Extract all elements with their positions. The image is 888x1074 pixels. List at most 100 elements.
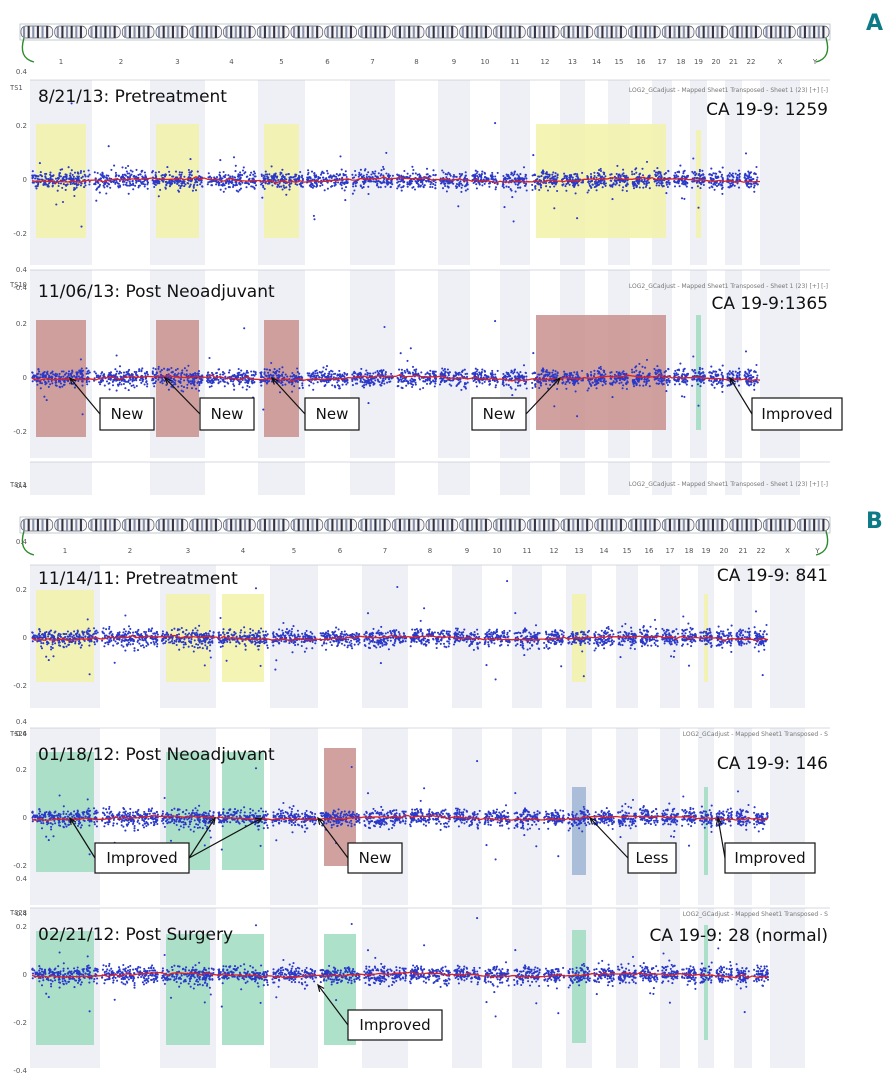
chart-track: 0.4 0.2 0 -0.2 -0.4 TS1 LOG2_GCadjust - Mapped… [10,68,830,292]
highlight-region-improved [222,934,264,1045]
highlight-region-less [572,787,586,875]
ca19-9-value: CA 19-9: 28 (normal) [650,926,828,946]
track-id: TS26 [10,730,27,738]
chromosome-label: 22 [747,58,756,66]
highlight-region-improved [222,752,264,870]
chromosome-band [350,462,395,495]
y-tick-label: -0.4 [13,1067,27,1074]
y-tick-label: -0.4 [13,482,27,490]
panel-letter-b: B [866,509,883,534]
track-title: 02/21/12: Post Surgery [38,925,233,945]
chromosome-label: 12 [541,58,550,66]
chart-track: 0.4 0.2 0 -0.2 -0.4 11/14/11: Pretreatment CA … [13,538,830,738]
annotation-callout: Improved [69,816,264,874]
track-source-label: LOG2_GCadjust - Mapped Sheet1 Transposed… [683,911,828,918]
highlight-region-improved [36,931,94,1045]
chromosome-band [270,908,318,1068]
annotation-callout: New [163,376,255,431]
ca19-9-value: CA 19-9: 841 [717,566,828,586]
chromosome-band [690,462,707,495]
chromosome-label: X [778,58,783,66]
annotation-callout: Improved [715,816,816,874]
ca19-9-value: CA 19-9:1365 [712,294,828,314]
callout-label: Improved [734,849,805,867]
track-id: TS28 [10,909,27,917]
highlight-region-improved [166,934,210,1045]
chromosome-label: 9 [465,547,469,555]
chromosome-band [512,908,542,1068]
annotation-callout: Less [588,816,677,874]
y-tick-label: 0 [23,971,27,979]
y-tick-label: 0.4 [16,68,28,76]
trend-line [31,634,769,642]
arrow-head [270,376,279,385]
chromosome-label: 8 [414,58,418,66]
chromosome-label: 11 [511,58,520,66]
arrow-head [588,816,597,825]
chromosome-band [616,908,638,1068]
callout-box [304,397,360,431]
arrow-head [317,816,325,825]
callout-arrow [69,377,101,415]
callout-label: New [483,405,516,423]
track-id: TS10 [10,281,27,289]
y-tick-label: 0.2 [16,766,27,774]
callout-label: New [316,405,349,423]
callout-arrow [317,817,349,859]
callout-box [199,397,255,431]
chromosome-band [362,908,408,1068]
chromosome-axis-b: 1 2 3 4 5 6 7 8 9 10 11 12 13 14 15 16 17 18 19 20 21 22 X Y [63,547,821,555]
callout-arrow [729,377,753,415]
highlight-region-new [536,315,666,430]
y-tick-label: 0 [23,634,27,642]
y-tick-label: -0.2 [13,862,27,870]
y-tick-label: -0.2 [13,230,27,238]
chromosome-label: 16 [645,547,654,555]
callout-arrow [164,377,201,415]
chromosome-band [660,908,680,1068]
chromosome-band [725,462,742,495]
y-tick-label: 0 [23,374,27,382]
chromosome-band [725,270,742,458]
callout-arrow [188,817,216,859]
track-source-label: LOG2_GCadjust - Mapped Sheet1 Transposed… [629,87,828,94]
chromosome-label: 4 [241,547,246,555]
callout-label: New [359,849,392,867]
y-tick-label: -0.2 [13,428,27,436]
callout-arrow [525,377,561,415]
ca19-9-value: CA 19-9: 146 [717,754,828,774]
chromosome-label: 9 [452,58,456,66]
chromosome-label: 6 [338,547,343,555]
callout-arrow [717,817,726,859]
y-tick-label: 0.4 [16,266,28,274]
chromosome-band [770,908,805,1068]
callout-arrow [69,817,96,859]
arrow-head [317,983,325,992]
y-tick-label: -0.2 [13,1019,27,1027]
callout-box [471,397,527,431]
chromosome-band [760,80,800,265]
chromosome-label: 20 [712,58,721,66]
chromosome-band [608,462,630,495]
y-tick-label: 0.4 [16,718,28,726]
chromosome-label: 13 [575,547,584,555]
data-points [31,102,759,228]
trend-line [31,814,769,821]
arrow-head [553,376,562,385]
chromosome-label: 18 [677,58,686,66]
highlight-region-improved [704,925,708,1040]
chromosome-band [500,462,530,495]
trend-line [31,971,769,979]
highlight-region-improved [704,787,708,875]
callout-label: Less [636,849,669,867]
chromosome-label: 5 [292,547,296,555]
chromosome-band [438,270,470,458]
track-id: TS11 [10,481,27,489]
chromosome-label: 12 [550,547,559,555]
chromosome-label: 2 [128,547,132,555]
annotation-callout: New [69,376,155,431]
chromosome-label: 2 [119,58,123,66]
chromosome-label: 15 [623,547,632,555]
